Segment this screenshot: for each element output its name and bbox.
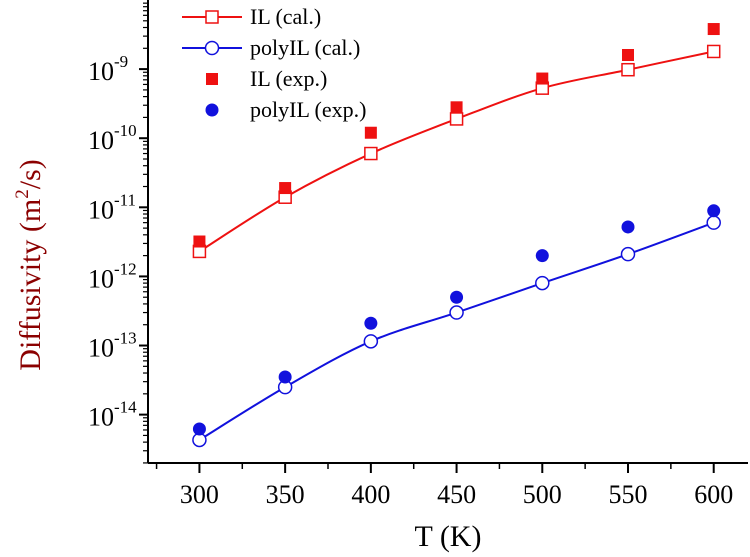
y-tick-label-exp: -10 [114, 121, 137, 140]
data-point [192, 422, 206, 436]
legend-marker [205, 103, 219, 117]
legend-entry: IL (exp.) [206, 66, 327, 91]
series [192, 23, 721, 448]
y-tick-label: 10-11 [88, 190, 136, 224]
data-point [450, 101, 463, 114]
legend-entry: polyIL (exp.) [205, 97, 366, 122]
y-tick-label: 10-9 [88, 52, 128, 86]
data-point [620, 246, 636, 262]
y-axis-title-tail: /s) [14, 159, 47, 189]
data-point [536, 72, 549, 85]
data-point [278, 370, 292, 384]
series-3 [192, 204, 721, 436]
x-tick-label: 550 [609, 480, 648, 509]
data-point [707, 23, 720, 36]
x-axis-title: T (K) [415, 520, 482, 553]
data-point [450, 290, 464, 304]
data-point [706, 44, 721, 59]
y-tick-label: 10-14 [88, 398, 137, 432]
data-point [706, 215, 721, 230]
data-point [193, 235, 206, 248]
series-2 [193, 23, 720, 248]
legend-label: IL (cal.) [250, 4, 321, 29]
data-point [363, 334, 379, 349]
y-tick-label: 10-12 [88, 259, 137, 293]
data-point [449, 112, 464, 126]
legend-label: polyIL (exp.) [250, 97, 366, 122]
y-tick-label: 10-13 [88, 329, 137, 363]
y-axis-title: Diffusivity (m2/s) [12, 159, 47, 370]
y-tick-label-exp: -13 [114, 329, 137, 348]
y-tick-label-base: 10 [88, 403, 114, 432]
x-tick-label: 350 [266, 480, 305, 509]
legend: IL (cal.) polyIL (cal.) IL (exp.) polyIL (e… [182, 4, 366, 122]
legend-marker [205, 10, 219, 24]
data-point [449, 305, 464, 320]
data-point [279, 182, 292, 195]
y-tick-label-base: 10 [88, 195, 114, 224]
data-point [364, 146, 378, 161]
x-tick-label: 500 [523, 480, 562, 509]
y-tick-label-exp: -9 [114, 52, 128, 71]
x-tick-label: 450 [437, 480, 476, 509]
y-tick-label-base: 10 [88, 264, 114, 293]
y-tick-label-base: 10 [88, 126, 114, 155]
data-point [621, 220, 635, 234]
ticks: 300 350 400 450 500 550 60010-1410-1310-1210-1… [88, 2, 733, 509]
x-tick-label: 600 [694, 480, 733, 509]
data-point [535, 275, 550, 291]
y-tick-label-exp: -14 [114, 398, 137, 417]
y-tick-label-exp: -12 [114, 259, 137, 278]
y-tick-label: 10-10 [88, 121, 137, 155]
y-axis-title-main: Diffusivity (m [14, 199, 47, 371]
data-point [535, 249, 549, 263]
data-point [622, 48, 634, 61]
series-1 [192, 215, 721, 448]
data-point [364, 316, 378, 330]
series-line [198, 221, 715, 441]
data-point [621, 62, 635, 77]
legend-marker [206, 73, 218, 85]
legend-marker [204, 40, 220, 56]
y-axis-title-sup: 2 [12, 189, 33, 199]
x-tick-label: 400 [351, 480, 390, 509]
x-tick-label: 300 [180, 480, 219, 509]
legend-label: polyIL (cal.) [250, 35, 360, 60]
legend-entry: polyIL (cal.) [182, 35, 360, 60]
y-tick-label-base: 10 [88, 334, 114, 363]
axes [147, 0, 748, 464]
legend-label: IL (exp.) [250, 66, 327, 91]
series-0 [192, 44, 721, 259]
y-tick-label-exp: -11 [114, 190, 136, 209]
data-point [364, 126, 377, 139]
y-tick-label-base: 10 [88, 57, 114, 86]
data-point [707, 204, 721, 218]
legend-entry: IL (cal.) [182, 4, 321, 29]
